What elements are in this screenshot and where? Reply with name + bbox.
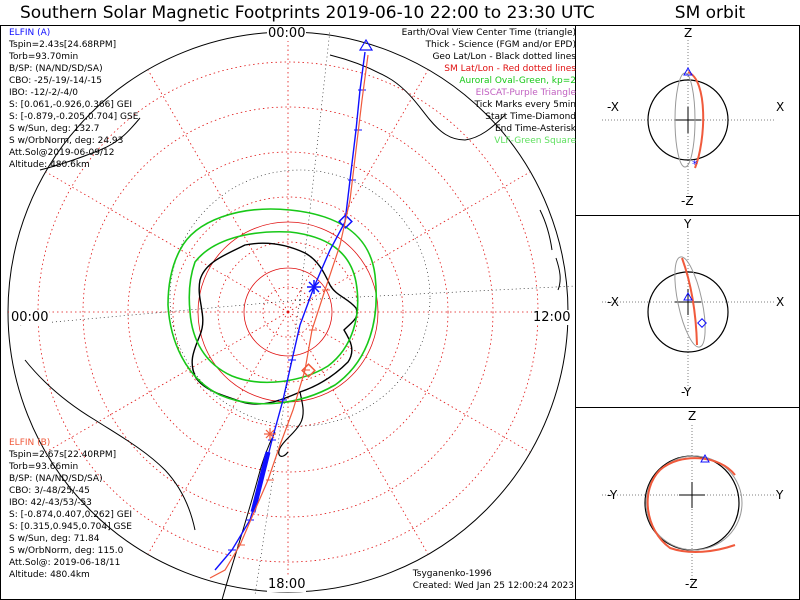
hour-label-left: 00:00 [10,310,50,325]
legend-item: SM Lat/Lon - Red dotted lines [444,64,576,74]
elfin-b-line: S: [-0.874,0.407,0.262] GEI [9,510,133,520]
elfin-a-line: Altitude: 480.6km [9,160,90,170]
legend-item: End Time-Asterisk [494,124,576,134]
elfin-b-line: B/SP: (NA/ND/SD/SA) [9,474,103,484]
elfin-b-ticks [237,289,330,546]
hour-label-bottom: 18:00 [267,577,307,592]
elfin-a-start-diamond [338,214,353,229]
legend-item: Start Time-Diamond [485,112,576,122]
elfin-b-orbit [646,457,736,553]
elfin-b-start-diamond [301,363,316,378]
elfin-a-end-asterisk [307,280,321,294]
orbit3-right-label: Y [776,488,784,502]
madagascar-coastline [39,117,141,171]
elfin-b-orbit [681,257,698,346]
elfin-a-orbit [645,455,743,551]
legend-item: Auroral Oval-Green, kp=2 [459,76,576,86]
hour-label-top: 00:00 [267,26,307,41]
geo-grid [19,29,574,596]
orbit2-right-label: X [776,295,785,309]
elfin-b-line: Tspin=2.67s[22.40RPM] [9,450,117,460]
elfin-a-science-segment [250,451,271,513]
orbit-a-asterisk: * [692,158,698,171]
orbit-panel-xz: * [602,40,774,200]
legend-item: Geo Lat/Lon - Black dotted lines [432,52,576,62]
orbit-a-diamond [697,318,707,328]
orbit-a-triangle [683,66,693,76]
elfin-a-line: CBO: -25/-19/-14/-15 [9,76,103,86]
antarctic-peninsula [278,391,304,457]
legend-item: Thick - Science (FGM and/or EPD) [425,40,576,50]
orbit-title: SM orbit [674,3,746,23]
orbit2-left-label: -X [607,295,619,309]
legend-item: VLF-Green Square [494,136,576,146]
legend-item: Tick Marks every 5min [474,100,576,110]
legend: Earth/Oval View Center Time (triangle) T… [402,27,576,147]
orbit1-top-label: Z [684,26,693,40]
elfin-a-line: S: [0.061,-0.926,0.366] GEI [9,100,133,110]
elfin-b-line: S: [0.315,0.945,0.704] GSE [9,522,132,532]
created-timestamp: Created: Wed Jan 25 12:00:24 2023 [412,581,574,591]
elfin-a-line: Tspin=2.43s[24.68RPM] [9,40,117,50]
orbit1-bottom-label: -Z [681,194,694,208]
orbit3-top-label: Z [688,409,697,423]
orbit2-bottom-label: -Y [681,385,692,399]
elfin-a-line: Torb=93.70min [9,52,79,62]
orbit-frame-yz [575,407,800,600]
elfin-a-view-triangle [358,38,374,51]
orbit3-left-label: -Y [607,488,618,502]
elfin-b-line: Torb=93.66min [9,462,79,472]
model-credit: Tsyganenko-1996 [412,569,492,579]
sm-pole-circle [243,267,333,357]
elfin-a-line: S: [-0.879,-0.205,0.704] GSE [9,112,139,122]
elfin-a-line: S w/Sun, deg: 132.7 [9,124,100,134]
legend-item: Earth/Oval View Center Time (triangle) [401,28,576,38]
elfin-b-line: CBO: 3/-48/25/-45 [9,486,90,496]
hour-label-right: 12:00 [532,310,572,325]
polar-map [7,29,574,599]
elfin-a-line: S w/OrbNorm, deg: 24.93 [9,136,124,146]
elfin-b-end-asterisk [264,428,276,440]
elfin-b-line: S w/Sun, deg: 71.84 [9,534,100,544]
elfin-a-header: ELFIN (A) [9,28,51,38]
figure-canvas: * [0,25,800,600]
legend-item: EISCAT-Purple Triangle [475,88,576,98]
elfin-a-line: IBO: -12/-2/-4/0 [9,88,78,98]
africa-coastline [24,359,196,531]
elfin-b-orbit [687,71,705,169]
elfin-a-line: B/SP: (NA/ND/SD/SA) [9,64,103,74]
orbit1-right-label: X [776,100,785,114]
elfin-b-line: Altitude: 480.4km [9,570,90,580]
orbit2-top-label: Y [684,217,692,231]
elfin-b-info: ELFIN (B) Tspin=2.67s[22.40RPM] Torb=93.… [9,437,132,581]
orbit-panel-yz [602,425,780,585]
orbit-panel-xy [602,232,774,392]
page-title: Southern Solar Magnetic Footprints 2019-… [20,3,595,23]
elfin-a-orbit [674,256,706,348]
australia-coastline [329,54,506,141]
elfin-a-line: Att.Sol@2019-06-09/12 [9,148,115,158]
new-zealand-coastline [539,209,561,291]
elfin-b-line: Att.Sol@: 2019-06-18/11 [9,558,121,568]
orbit1-left-label: -X [607,100,619,114]
orbit3-bottom-label: -Z [685,577,698,591]
elfin-b-line: S w/OrbNorm, deg: 115.0 [9,546,124,556]
auroral-oval [167,208,378,405]
antarctica-coastline [191,242,358,405]
elfin-a-info: ELFIN (A) Tspin=2.43s[24.68RPM] Torb=93.… [9,27,138,171]
credits: Tsyganenko-1996 Created: Wed Jan 25 12:0… [413,568,574,592]
elfin-b-header: ELFIN (B) [9,438,51,448]
elfin-b-line: IBO: 42/-43/53/-53 [9,498,92,508]
